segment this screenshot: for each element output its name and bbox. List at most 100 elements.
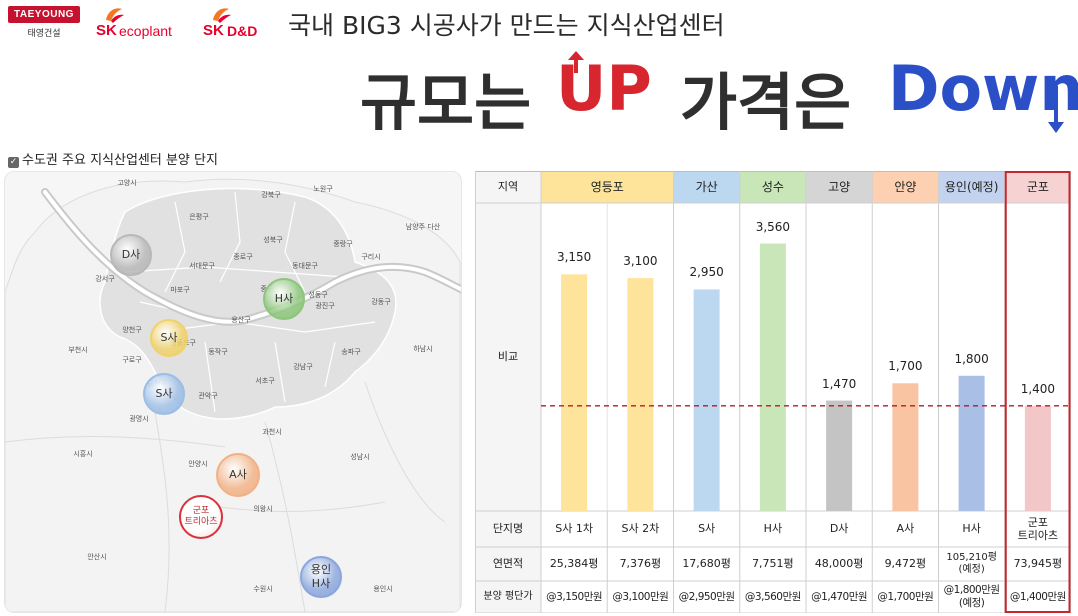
district-label: 안양시 <box>188 460 208 468</box>
region-header-cell <box>673 171 740 203</box>
district-label: 강서구 <box>95 275 115 283</box>
district-label: 관악구 <box>198 392 218 400</box>
district-label: 부천시 <box>68 346 88 354</box>
bar-value-label: 1,400 <box>1020 381 1056 396</box>
chart-bar <box>892 383 919 511</box>
taeyoung-logo-kr: 태영건설 <box>27 29 61 39</box>
region-header-label: 영등포 <box>590 179 624 194</box>
headline-down: Down <box>888 52 1078 125</box>
district-label: 성남시 <box>350 453 370 461</box>
price-cell: @1,470만원 <box>811 590 868 603</box>
complex-name-cell: H사 <box>763 522 783 536</box>
row-label-compare: 비교 <box>497 350 519 364</box>
area-cell: 17,680평 <box>682 557 731 571</box>
complex-name-cell: A사 <box>896 522 915 536</box>
district-label: 강북구 <box>261 191 281 199</box>
map-marker: S사 <box>150 319 188 357</box>
sk-butterfly-icon <box>106 8 124 23</box>
row-label-price: 분양 평단가 <box>483 591 533 602</box>
price-cell: @3,150만원 <box>546 590 603 603</box>
district-label: 강남구 <box>293 363 313 371</box>
district-label: 구리시 <box>361 253 381 261</box>
district-label: 성동구 <box>308 291 328 299</box>
complex-name-cell: 군포 트리아츠 <box>1017 515 1059 542</box>
region-header-label: 가산 <box>695 179 718 194</box>
sk-dnd-brand: SK <box>203 22 224 39</box>
sk-dnd-name: D&D <box>227 23 258 39</box>
up-arrow-icon <box>568 51 584 73</box>
district-label: 서초구 <box>255 377 275 385</box>
region-header-cell <box>806 171 873 203</box>
region-header-label: 용인(예정) <box>944 179 999 194</box>
region-header-cell <box>541 171 674 203</box>
district-label: 광진구 <box>315 302 335 310</box>
region-header-label: 안양 <box>894 179 917 194</box>
area-cell: 7,376평 <box>619 557 662 571</box>
headline-scale: 규모는 <box>360 66 532 139</box>
map-marker: A사 <box>216 453 260 497</box>
district-label: 중랑구 <box>333 240 353 248</box>
complex-name-cell: S사 2차 <box>621 522 660 536</box>
price-cell: @1,800만원 (예정) <box>943 584 1000 609</box>
district-label: 수원시 <box>253 585 273 593</box>
row-label-column <box>475 171 541 613</box>
area-cell: 73,945평 <box>1013 557 1063 571</box>
headline-price: 가격은 <box>680 66 852 139</box>
checkbox-icon: ✓ <box>8 157 19 168</box>
row-label-region: 지역 <box>497 180 519 194</box>
area-cell: 48,000평 <box>814 557 864 571</box>
chart-bar <box>1024 405 1051 511</box>
region-header-label: 군포 <box>1026 179 1049 194</box>
section-label-text: 수도권 주요 지식산업센터 분양 단지 <box>22 153 218 168</box>
down-arrow-icon <box>1048 86 1064 133</box>
bar-value-label: 1,800 <box>954 351 989 366</box>
district-label: 시흥시 <box>73 450 93 458</box>
chart-bar <box>826 400 853 511</box>
chart-bar <box>561 274 588 511</box>
row-label-complex: 단지명 <box>492 522 524 536</box>
headline-up: UP <box>556 52 652 125</box>
region-header-label: 성수 <box>761 179 784 194</box>
region-header-cell <box>1004 171 1071 203</box>
section-label: ✓ 수도권 주요 지식산업센터 분양 단지 <box>8 149 218 168</box>
region-header-cell <box>938 171 1005 203</box>
district-label: 은평구 <box>189 213 209 221</box>
area-cell: 25,384평 <box>549 557 599 571</box>
complex-name-cell: S사 1차 <box>555 522 593 536</box>
district-label: 마포구 <box>170 286 190 294</box>
district-label: 서대문구 <box>189 262 215 270</box>
district-label: 용인시 <box>373 585 393 593</box>
page-subtitle: 국내 BIG3 시공사가 만드는 지식산업센터 <box>288 11 725 40</box>
complex-name-cell: S사 <box>698 522 716 536</box>
map-shapes <box>5 178 461 612</box>
price-cell: @3,100만원 <box>612 590 669 603</box>
chart-canvas <box>475 171 1071 613</box>
chart-bar <box>693 289 720 511</box>
district-label: 동작구 <box>208 348 228 356</box>
chart-bar <box>627 278 654 511</box>
comparison-chart: 영등포 가산 성수 고양 안양 용인(예정) 군포 지역 비교 단지명 연면적 분양 평단가 3,150… <box>475 171 1071 613</box>
district-label: 과천시 <box>262 428 282 436</box>
bar-value-label: 2,950 <box>689 265 724 280</box>
region-header-label: 고양 <box>828 179 851 194</box>
taeyoung-logo: TAEYOUNG 태영건설 <box>8 6 80 39</box>
district-label: 구로구 <box>122 356 142 364</box>
district-label: 남양주 다산 <box>405 223 441 231</box>
chart-bar <box>958 375 985 511</box>
price-cell: @2,950만원 <box>678 590 735 603</box>
sk-ecoplant-logo: SK ecoplant <box>96 6 188 40</box>
metro-map: 고양시 강북구 노원구 은평구 성북구 중랑구 남양주 다산 서대문구 종로구 동대문구 구리시 강서… <box>4 171 462 613</box>
chart-bar <box>759 243 786 511</box>
map-marker: H사 <box>263 278 305 320</box>
district-label: 광명시 <box>129 415 149 423</box>
district-label: 동대문구 <box>292 262 318 270</box>
area-cell: 9,472평 <box>884 557 927 571</box>
district-label: 송파구 <box>341 348 361 356</box>
district-label: 하남시 <box>413 345 433 353</box>
sk-butterfly-icon <box>213 8 231 23</box>
highlight-column-frame <box>1004 171 1071 613</box>
area-cell: 105,210평 (예정) <box>946 552 997 575</box>
price-cell: @1,700만원 <box>877 590 934 603</box>
price-cell: @1,400만원 <box>1009 590 1066 603</box>
district-label: 의왕시 <box>253 505 273 513</box>
